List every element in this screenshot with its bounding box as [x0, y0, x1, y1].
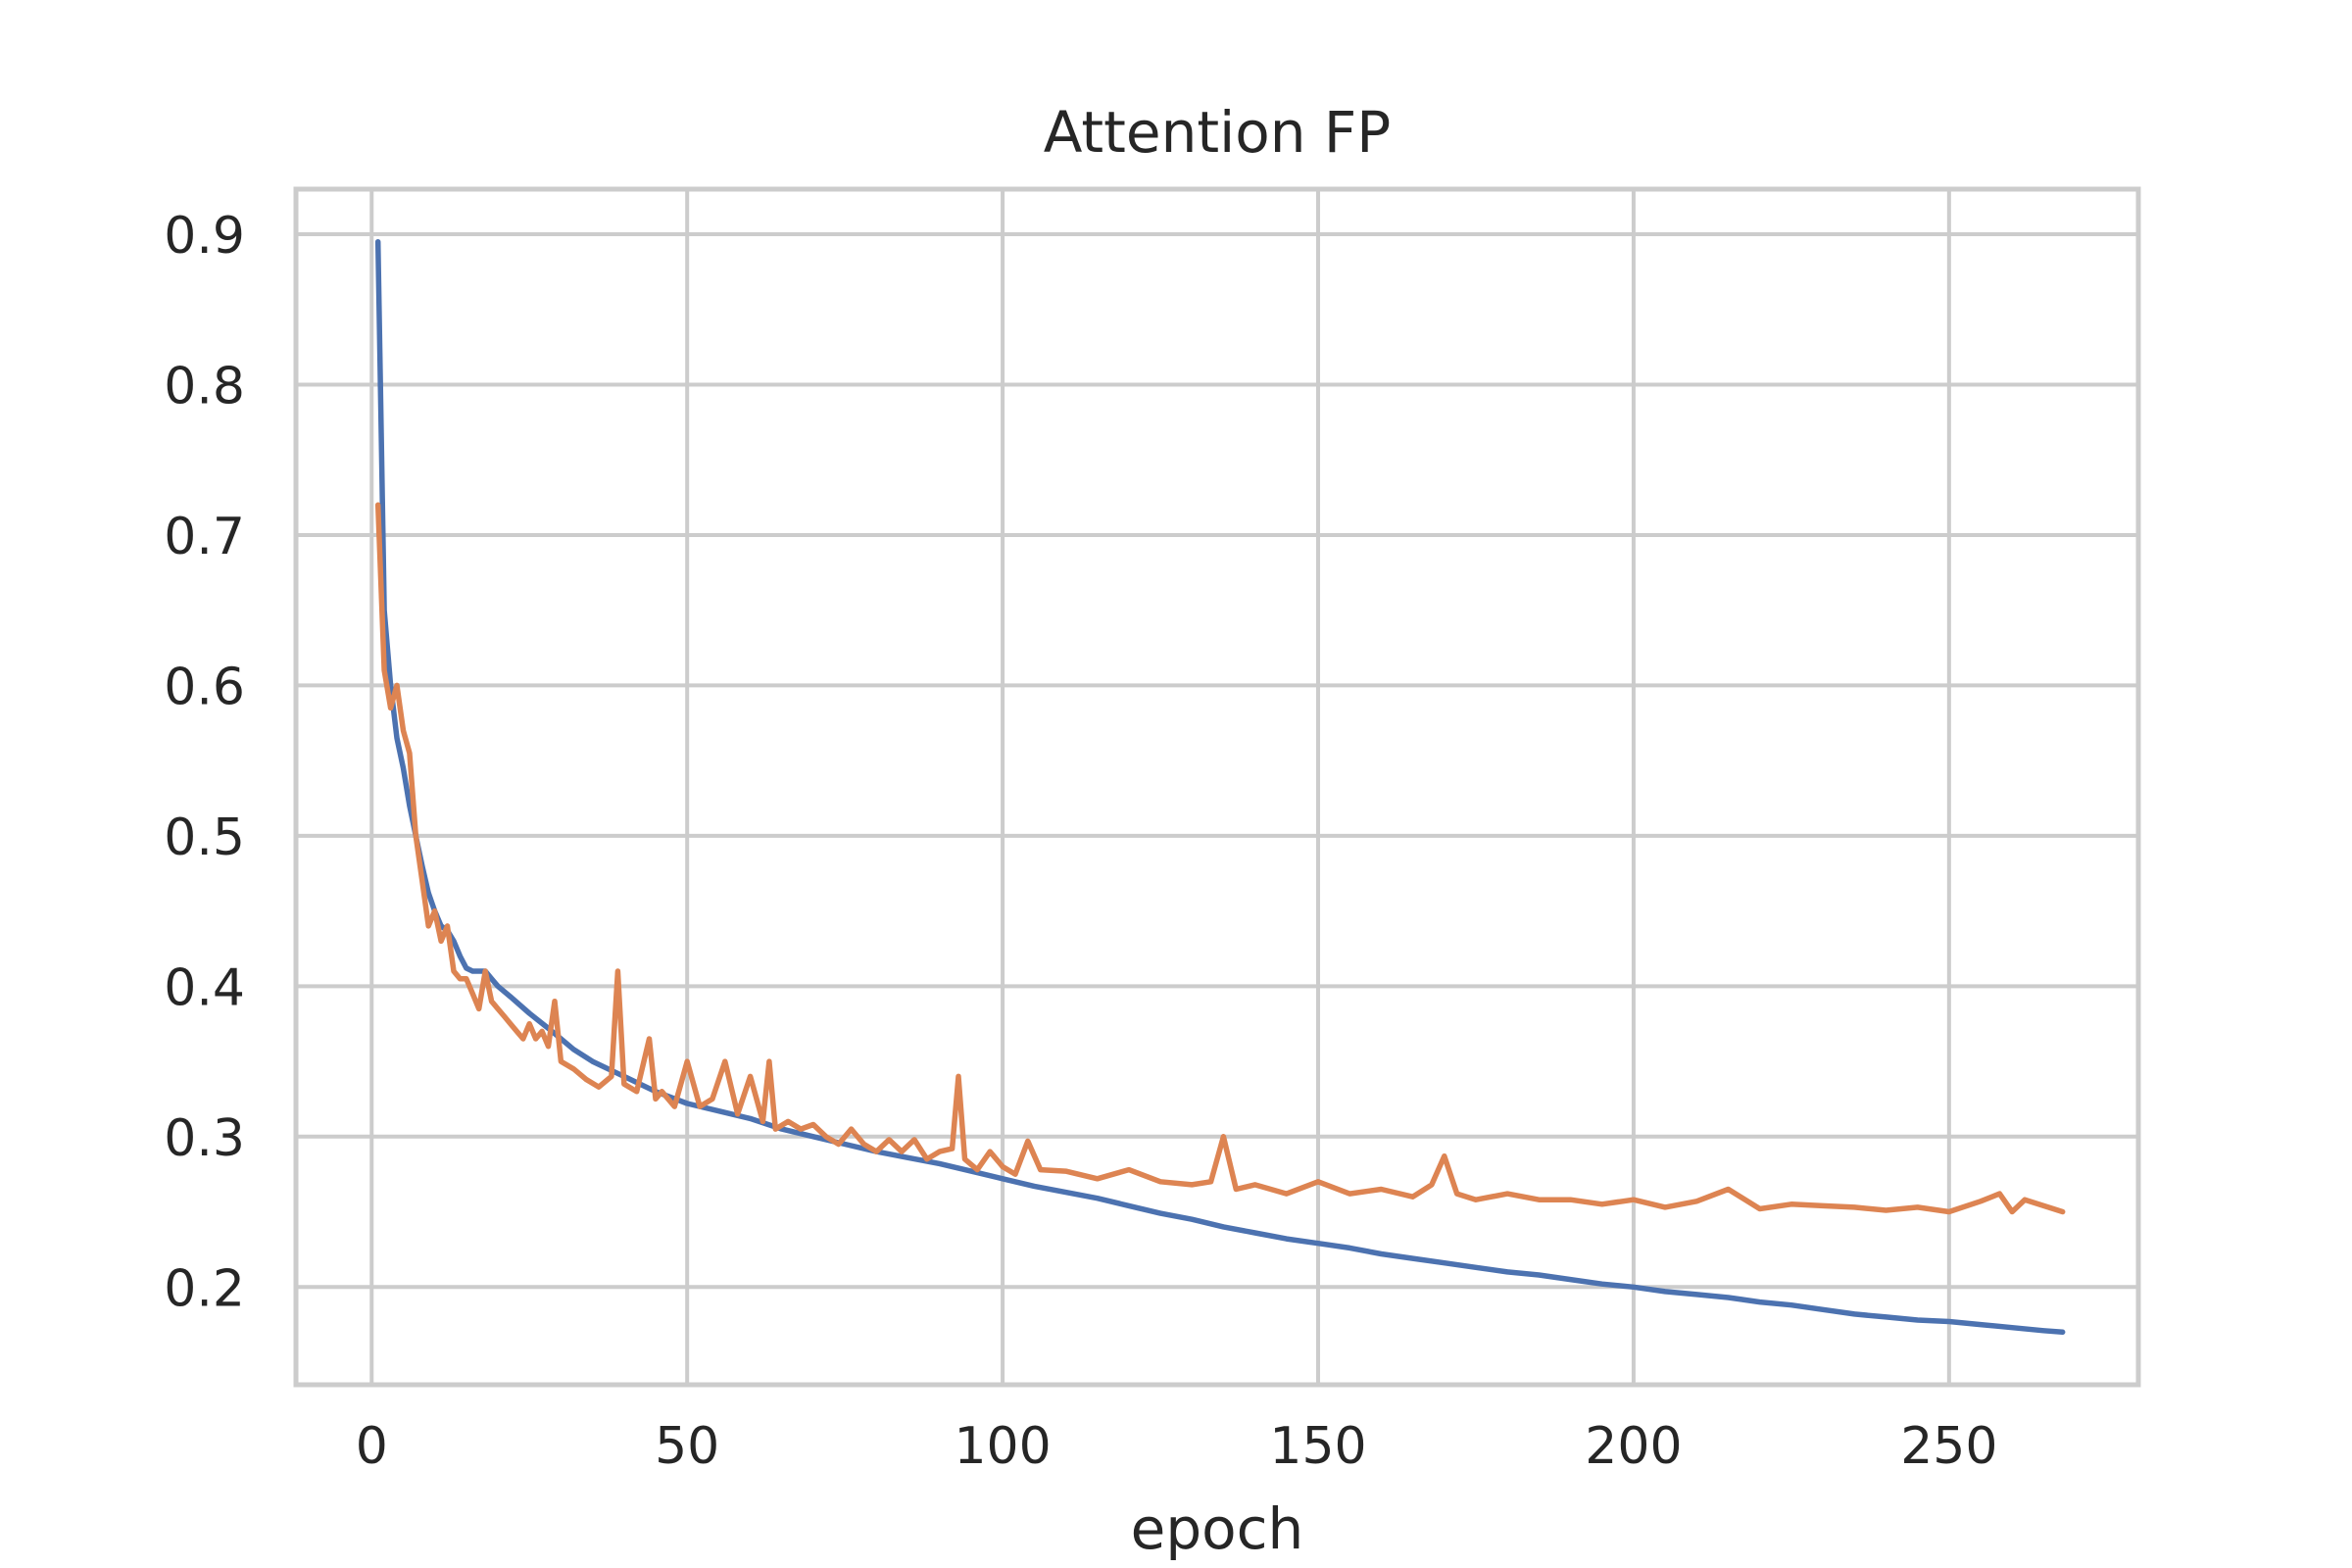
x-axis-label: epoch	[1131, 1495, 1304, 1562]
y-tick-label: 0.8	[164, 357, 245, 416]
y-tick-label: 0.6	[164, 658, 245, 716]
x-tick-label: 200	[1585, 1417, 1682, 1476]
series-line-2	[374, 502, 2066, 1215]
y-tick-label: 0.2	[164, 1259, 245, 1318]
y-tick-label: 0.7	[164, 508, 245, 566]
series-layer	[374, 238, 2066, 1336]
x-tick-label: 150	[1269, 1417, 1366, 1476]
x-tick-label: 250	[1900, 1417, 1997, 1476]
y-tick-label: 0.9	[164, 207, 245, 266]
chart-title: Attention FP	[1044, 99, 1391, 166]
x-tick-label: 0	[356, 1417, 388, 1476]
plot-frame	[293, 186, 2141, 1388]
y-tick-labels: 0.2 0.3 0.4 0.5 0.6 0.7 0.8 0.9	[164, 207, 245, 1318]
y-tick-label: 0.5	[164, 808, 245, 867]
series-line-1	[374, 238, 2066, 1336]
grid	[296, 189, 2138, 1385]
x-tick-labels: 0 50 100 150 200 250	[356, 1417, 1998, 1476]
x-tick-label: 50	[655, 1417, 719, 1476]
x-tick-label: 100	[954, 1417, 1051, 1476]
y-tick-label: 0.3	[164, 1109, 245, 1168]
y-tick-label: 0.4	[164, 958, 245, 1017]
